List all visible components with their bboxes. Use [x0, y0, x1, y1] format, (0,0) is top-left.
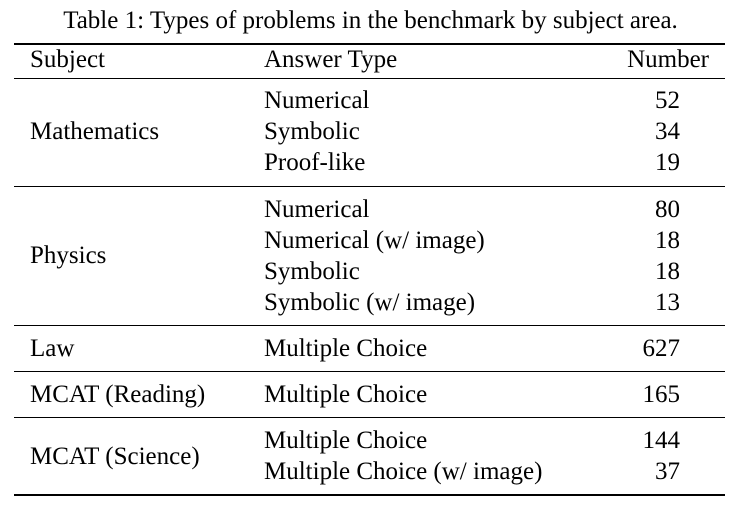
subject-cell: MCAT (Reading)	[30, 381, 206, 408]
number-cell: 37	[655, 458, 680, 485]
subject-cell: Physics	[30, 242, 107, 269]
subject-cell: Law	[30, 335, 75, 362]
number-cell: 34	[655, 118, 680, 145]
group-rule	[14, 371, 725, 372]
number-cell: 144	[642, 427, 681, 454]
number-cell: 18	[655, 258, 680, 285]
answer-type-cell: Symbolic	[264, 118, 360, 145]
header-answer-type: Answer Type	[264, 46, 398, 73]
bottom-rule	[14, 494, 725, 496]
number-cell: 627	[642, 335, 681, 362]
answer-type-cell: Proof-like	[264, 149, 366, 176]
header-subject: Subject	[30, 46, 105, 73]
number-cell: 13	[655, 289, 680, 316]
answer-type-cell: Multiple Choice	[264, 381, 428, 408]
group-rule	[14, 325, 725, 326]
answer-type-cell: Multiple Choice	[264, 335, 428, 362]
number-cell: 165	[642, 381, 681, 408]
subject-cell: Mathematics	[30, 118, 160, 145]
group-rule	[14, 186, 725, 187]
answer-type-cell: Symbolic (w/ image)	[264, 289, 476, 316]
top-rule	[14, 43, 725, 45]
subject-cell: MCAT (Science)	[30, 443, 200, 470]
answer-type-cell: Numerical	[264, 87, 370, 114]
answer-type-cell: Multiple Choice (w/ image)	[264, 458, 543, 485]
answer-type-cell: Symbolic	[264, 258, 360, 285]
answer-type-cell: Numerical	[264, 196, 370, 223]
table-caption: Table 1: Types of problems in the benchm…	[63, 7, 678, 34]
header-number: Number	[627, 46, 709, 73]
group-rule	[14, 417, 725, 418]
number-cell: 19	[655, 149, 680, 176]
answer-type-cell: Numerical (w/ image)	[264, 227, 485, 254]
answer-type-cell: Multiple Choice	[264, 427, 428, 454]
number-cell: 52	[655, 87, 680, 114]
number-cell: 80	[655, 196, 680, 223]
header-rule	[14, 78, 725, 79]
number-cell: 18	[655, 227, 680, 254]
